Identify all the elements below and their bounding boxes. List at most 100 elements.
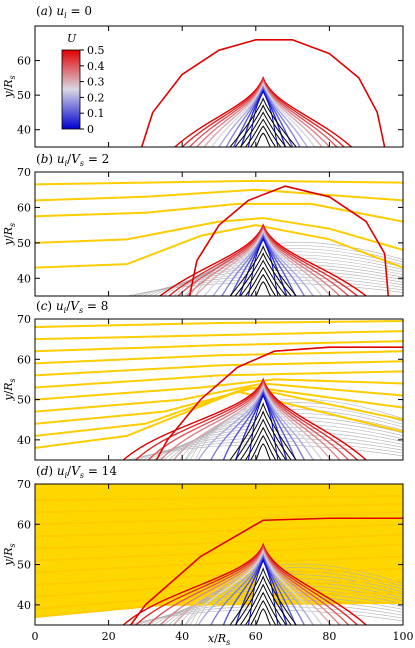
core-contour [250, 600, 277, 625]
plot-area [35, 484, 403, 625]
x-tick-label: 80 [322, 630, 336, 643]
axes-frame [34, 318, 404, 461]
axes-frame [34, 171, 404, 297]
panel-b: 40 50 60 70 y/Rs​ [2, 166, 404, 297]
core-contour [234, 575, 292, 625]
core-contour [229, 97, 297, 147]
streamline [35, 382, 403, 413]
panel-title: (d) ui​/Vs​ = 14 [36, 464, 117, 480]
object-contour [238, 236, 288, 296]
y-axis-label-group: y/Rs​ [2, 223, 17, 246]
colorbar-tick-label: 0.4 [87, 60, 105, 73]
plot-area [35, 320, 403, 460]
plot-area [35, 179, 403, 296]
y-axis-label: y/Rs​ [2, 543, 17, 566]
y-tick-label: 40 [17, 272, 31, 285]
y-tick-label: 70 [17, 478, 31, 491]
boundary-curve [130, 517, 403, 625]
y-tick-label: 60 [17, 55, 31, 68]
y-tick-label: 60 [17, 201, 31, 214]
streamline [35, 543, 403, 562]
y-tick-label: 50 [17, 559, 31, 572]
core-contour [234, 104, 292, 147]
core-contour [234, 410, 292, 460]
x-tick-label: 0 [32, 630, 39, 643]
y-axis-label: y/Rs​ [2, 378, 17, 401]
core-contour [245, 118, 282, 147]
core-contour [255, 281, 271, 296]
core-contour [239, 418, 287, 460]
streamline [35, 179, 403, 186]
object-contour [235, 392, 288, 460]
panel-d: 40 50 60 70 y/Rs​ [2, 478, 404, 626]
boundary-curve [155, 346, 403, 460]
streamline [35, 567, 403, 586]
colorbar-tick-label: 0.3 [87, 76, 105, 89]
streamline [35, 579, 403, 598]
panel-c: 40 50 60 70 y/Rs​ [2, 313, 404, 461]
core-contour [239, 259, 287, 296]
colorbar [61, 49, 81, 130]
core-contour [245, 591, 282, 625]
colorbar-tick-label: 0.1 [87, 107, 105, 120]
streamline [35, 320, 403, 329]
y-tick-label: 60 [17, 518, 31, 531]
streamline [35, 224, 403, 269]
streamline [35, 188, 403, 202]
y-tick-label: 60 [17, 353, 31, 366]
x-tick-label: 100 [393, 630, 414, 643]
core-contour [250, 125, 277, 147]
streamline [35, 217, 403, 251]
streamline [35, 386, 403, 437]
y-axis-label: y/Rs​ [2, 75, 17, 98]
y-tick-label: 40 [17, 124, 31, 137]
object-contour [240, 88, 286, 147]
y-axis-label: y/Rs​ [2, 223, 17, 246]
axes-frame [34, 25, 404, 148]
x-tick-label: 40 [175, 630, 189, 643]
core-contour [250, 273, 277, 296]
core-contour [239, 111, 287, 147]
colorbar-tick-label: 0 [87, 123, 94, 136]
object-contour [235, 557, 288, 625]
core-contour [255, 608, 271, 625]
panel-title: (a) ui​ = 0 [36, 4, 92, 20]
streamline [35, 370, 403, 389]
streamline [35, 555, 403, 574]
streamline [35, 533, 403, 550]
y-tick-label: 40 [17, 599, 31, 612]
y-axis-label-group: y/Rs​ [2, 378, 17, 401]
panel-a: 40 50 60y/Rs​ [2, 25, 404, 148]
panel-title: (c) ui​/Vs​ = 8 [36, 299, 108, 315]
core-contour [245, 266, 282, 296]
streamline [35, 511, 403, 526]
y-tick-label: 50 [17, 394, 31, 407]
streamline [35, 360, 403, 377]
x-tick-label: 20 [102, 630, 116, 643]
y-tick-label: 70 [17, 166, 31, 179]
streamline [35, 390, 403, 449]
axes-frame [34, 483, 404, 626]
core-contour [250, 435, 277, 460]
y-axis-label-group: y/Rs​ [2, 75, 17, 98]
core-contour [229, 244, 297, 296]
streamline [35, 202, 403, 223]
core-contour [255, 443, 271, 460]
streamline [35, 330, 403, 341]
x-axis-label: x/Rs​ [208, 632, 230, 647]
core-contour [245, 426, 282, 460]
core-contour [229, 401, 297, 460]
boundary-curve [188, 185, 390, 296]
y-tick-label: 50 [17, 89, 31, 102]
y-axis-label-group: y/Rs​ [2, 543, 17, 566]
core-contour [234, 252, 292, 296]
core-contour [229, 566, 297, 625]
streamline [35, 386, 403, 425]
streamline [35, 495, 403, 502]
colorbar-tick-label: 0.2 [87, 91, 105, 104]
plot-area [140, 39, 386, 147]
colorbar-title: U [67, 32, 77, 45]
streamline [35, 378, 403, 401]
core-contour [239, 583, 287, 625]
